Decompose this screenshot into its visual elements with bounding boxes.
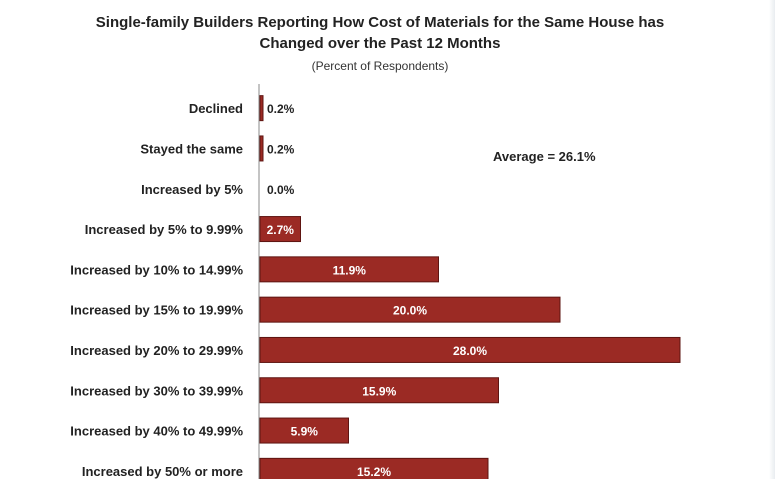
category-label: Increased by 10% to 14.99% [70, 262, 243, 277]
bar [259, 216, 301, 243]
category-label: Increased by 15% to 19.99% [70, 303, 243, 318]
value-label: 0.2% [267, 102, 295, 116]
value-label: 2.7% [267, 223, 295, 237]
right-edge-shadow [769, 0, 775, 479]
bar [259, 377, 499, 404]
value-label: 15.2% [357, 465, 391, 479]
category-label: Increased by 40% to 49.99% [70, 424, 243, 439]
bar [259, 417, 349, 444]
bars-group [259, 95, 681, 479]
category-labels-group: Declined Stayed the same Increased by 5% In… [70, 101, 243, 479]
average-annotation: Average = 26.1% [493, 149, 596, 164]
value-label: 0.2% [267, 142, 295, 156]
value-label: 0.0% [267, 183, 295, 197]
bar [259, 256, 439, 283]
bar [259, 336, 681, 363]
bar [259, 95, 264, 122]
value-label: 20.0% [393, 304, 427, 318]
category-label: Declined [189, 101, 243, 116]
category-label: Increased by 20% to 29.99% [70, 343, 243, 358]
chart-title-line-1: Single-family Builders Reporting How Cos… [95, 14, 665, 31]
value-labels-group: 0.2% 0.2% 0.0% 2.7% 11.9% 20.0% 28.0% 15.9% 5.9%… [267, 102, 488, 479]
value-label: 28.0% [453, 344, 487, 358]
value-label: 11.9% [333, 263, 367, 277]
category-label: Stayed the same [140, 141, 243, 156]
value-label: 5.9% [291, 425, 319, 439]
chart-subtitle: (Percent of Respondents) [311, 59, 449, 73]
category-label: Increased by 5% to 9.99% [85, 222, 244, 237]
value-label: 15.9% [362, 384, 396, 398]
chart-title-line-2: Changed over the Past 12 Months [259, 35, 501, 52]
bar [259, 296, 561, 323]
bar [259, 457, 489, 479]
category-label: Increased by 5% [141, 182, 243, 197]
category-label: Increased by 30% to 39.99% [70, 383, 243, 398]
category-label: Increased by 50% or more [82, 464, 243, 479]
bar [259, 135, 264, 162]
